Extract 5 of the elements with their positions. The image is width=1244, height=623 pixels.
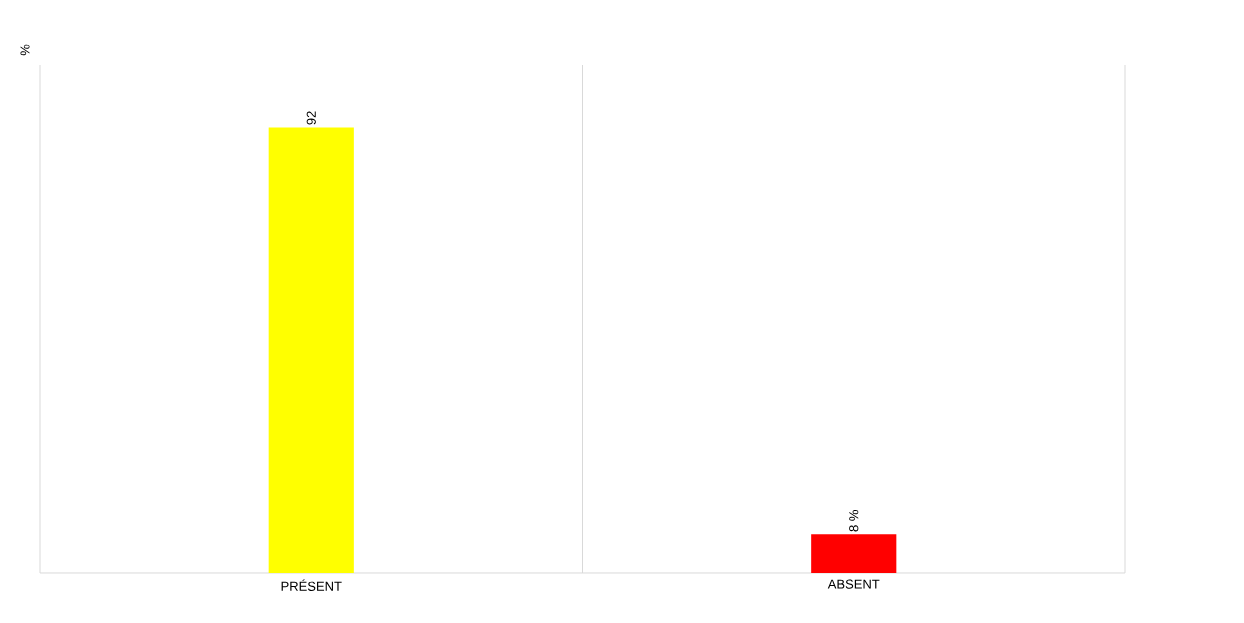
data-label: 92: [306, 111, 316, 125]
data-label: 8 %: [849, 510, 859, 532]
x-tick-label: PRÉSENT: [281, 579, 342, 591]
x-tick-label: ABSENT: [827, 579, 880, 589]
text: %: [20, 44, 30, 56]
